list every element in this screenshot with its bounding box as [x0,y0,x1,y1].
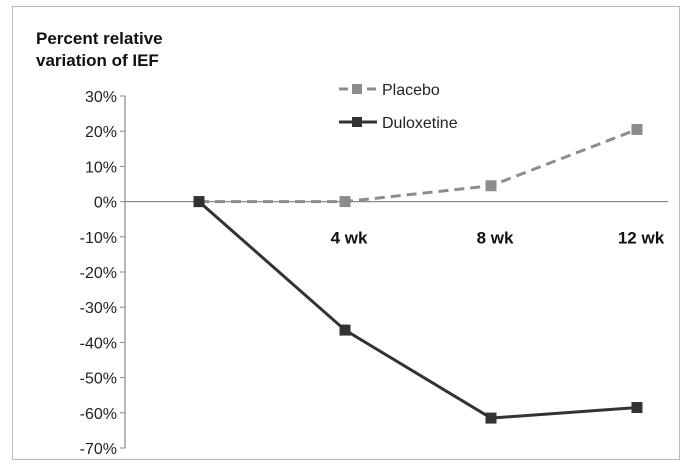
y-tick-label: -10% [80,230,117,247]
chart-title-line-2: variation of IEF [36,51,159,70]
y-tick-label: 10% [85,159,117,176]
y-tick-label: 20% [85,124,117,141]
data-point-placebo-8-wk [485,180,497,192]
x-axis-tick-labels: 4 wk 8 wk 12 wk [331,229,665,248]
y-tick-label: -60% [80,406,117,423]
series-placebo [193,123,643,208]
chart-title-line-1: Percent relative [36,29,163,48]
legend-item-duloxetine: Duloxetine [339,115,458,132]
y-tick-label: -70% [80,441,117,458]
series-duloxetine [193,196,643,424]
legend-swatch-marker [352,84,362,94]
x-tick-label: 8 wk [477,229,514,248]
data-point-duloxetine-origin [193,196,205,208]
x-tick-label: 4 wk [331,229,368,248]
y-tick-label: -30% [80,300,117,317]
y-tick-label: -20% [80,265,117,282]
legend-label: Duloxetine [382,115,458,132]
y-axis-tick-labels: 30% 20% 10% 0% -10% -20% -30% -40% -50% -60% -70% [80,89,117,458]
legend: Placebo Duloxetine [339,82,458,132]
legend-swatch-marker [352,117,362,127]
axes [120,95,668,449]
series-line-duloxetine [198,200,638,420]
y-tick-label: 30% [85,89,117,106]
x-tick-label: 12 wk [618,229,665,248]
series-group [193,123,643,424]
data-point-duloxetine-8-wk [485,412,497,424]
y-tick-label: 0% [94,195,117,212]
chart-frame [12,6,680,460]
data-point-placebo-12-wk [631,123,643,135]
legend-item-placebo: Placebo [339,82,440,99]
data-point-placebo-4-wk [339,196,351,208]
data-point-duloxetine-12-wk [631,402,643,414]
data-point-duloxetine-4-wk [339,324,351,336]
series-line-placebo [199,128,638,204]
y-tick-label: -50% [80,371,117,388]
y-tick-label: -40% [80,335,117,352]
legend-label: Placebo [382,82,440,99]
